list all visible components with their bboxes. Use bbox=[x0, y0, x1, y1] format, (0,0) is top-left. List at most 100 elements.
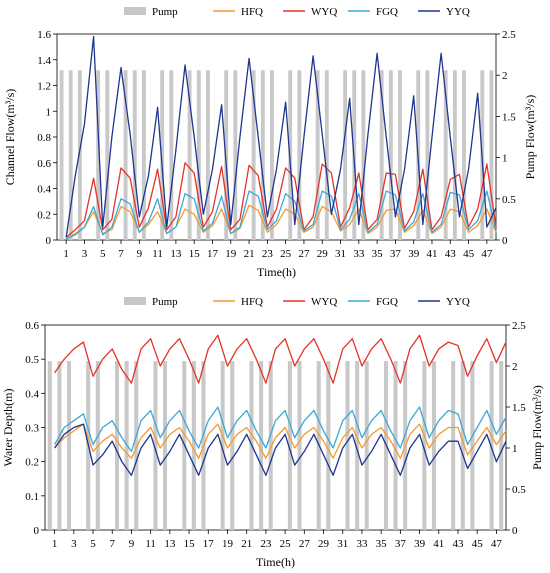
legend-item-fgq: FGQ bbox=[348, 6, 398, 18]
x-tick-label: 5 bbox=[90, 538, 96, 550]
pump-bar bbox=[398, 70, 402, 240]
legend-label: FGQ bbox=[376, 6, 398, 18]
pump-bar bbox=[297, 361, 302, 530]
y2-tick-label: 1 bbox=[502, 153, 508, 165]
pump-bar bbox=[59, 70, 64, 240]
legend-item-yyq: YYQ bbox=[418, 296, 470, 308]
x-tick-label: 13 bbox=[170, 248, 182, 260]
y2-tick-label: 2 bbox=[502, 70, 508, 82]
x-tick-label: 33 bbox=[356, 538, 368, 550]
y2-tick-label: 1.5 bbox=[502, 111, 516, 123]
pump-bar bbox=[499, 361, 504, 530]
pump-bar bbox=[443, 70, 448, 240]
y2-tick-label: 0.5 bbox=[502, 194, 516, 206]
series-line-hfq bbox=[65, 204, 497, 240]
legend-label: YYQ bbox=[446, 296, 470, 308]
x-tick-label: 1 bbox=[52, 538, 58, 550]
x-tick-label: 31 bbox=[337, 538, 348, 550]
legend-item-hfq: HFQ bbox=[213, 6, 263, 18]
y2-tick-label: 2.5 bbox=[502, 29, 516, 41]
series-line-yyq bbox=[65, 35, 497, 238]
pump-bar bbox=[230, 361, 235, 530]
y2-tick-label: 2.5 bbox=[512, 320, 526, 332]
pump-bar bbox=[270, 70, 274, 240]
pump-bar bbox=[251, 70, 256, 240]
pump-bar bbox=[470, 361, 475, 530]
pump-bar bbox=[57, 361, 62, 530]
plot-frame bbox=[44, 324, 507, 531]
x-tick-label: 9 bbox=[137, 248, 143, 260]
x-tick-label: 17 bbox=[203, 538, 215, 550]
pump-bar bbox=[153, 361, 158, 530]
legend-item-fgq: FGQ bbox=[348, 296, 398, 308]
pump-bar bbox=[169, 70, 174, 240]
channel-flow-chart: 00.20.40.60.811.21.41.600.511.522.51 3 5 7 9… bbox=[3, 6, 537, 279]
pump-bar bbox=[422, 361, 427, 530]
legend-label: FGQ bbox=[376, 296, 398, 308]
pump-bar bbox=[268, 361, 273, 530]
pump-bar bbox=[431, 361, 436, 530]
x-tick-label: 33 bbox=[353, 248, 365, 260]
x-tick-label: 9 bbox=[129, 538, 135, 550]
x-tick-label: 43 bbox=[445, 248, 457, 260]
pump-bar bbox=[343, 70, 348, 240]
legend-item-pump: Pump bbox=[124, 6, 178, 18]
pump-bar bbox=[132, 70, 137, 240]
x-tick-label: 19 bbox=[222, 538, 234, 550]
legend-label: YYQ bbox=[446, 6, 470, 18]
x-tick-label: 35 bbox=[376, 538, 388, 550]
pump-bar bbox=[425, 70, 430, 240]
series-line-fgq bbox=[65, 190, 497, 240]
pump-bar bbox=[105, 70, 110, 240]
pump-bar bbox=[191, 361, 196, 530]
pump-bar bbox=[224, 70, 229, 240]
pump-bar bbox=[287, 361, 292, 530]
x-tick-label: 29 bbox=[318, 538, 330, 550]
x-tick-label: 13 bbox=[164, 538, 176, 550]
y2-tick-label: 2 bbox=[512, 361, 518, 373]
x-tick-label: 3 bbox=[71, 538, 77, 550]
x-tick-label: 1 bbox=[63, 248, 69, 260]
x-tick-label: 25 bbox=[280, 538, 292, 550]
y-tick-label: 0.6 bbox=[25, 320, 39, 332]
pump-bar bbox=[379, 70, 384, 240]
pump-bar bbox=[393, 361, 398, 530]
pump-bar bbox=[141, 70, 146, 240]
x-tick-label: 43 bbox=[452, 538, 464, 550]
series-line-hfq bbox=[54, 423, 507, 459]
series-line-yyq bbox=[54, 423, 507, 476]
y2-tick-label: 1.5 bbox=[512, 402, 526, 414]
legend-item-wyq: WYQ bbox=[283, 296, 337, 308]
pump-bar bbox=[77, 70, 82, 240]
x-tick-label: 47 bbox=[481, 248, 493, 260]
pump-bar bbox=[345, 361, 350, 530]
series-line-wyq bbox=[54, 334, 507, 384]
x-axis-title: Time(h) bbox=[256, 555, 295, 569]
pump-bar bbox=[361, 70, 366, 240]
x-tick-label: 41 bbox=[426, 248, 437, 260]
y-tick-label: 0.6 bbox=[37, 158, 51, 170]
x-tick-label: 45 bbox=[472, 538, 484, 550]
x-tick-label: 21 bbox=[244, 248, 255, 260]
pump-bar bbox=[489, 361, 494, 530]
x-tick-label: 25 bbox=[280, 248, 292, 260]
y2-tick-label: 0 bbox=[512, 525, 518, 537]
x-tick-label: 23 bbox=[262, 248, 274, 260]
pump-bar bbox=[355, 361, 360, 530]
pump-bar bbox=[460, 361, 465, 530]
pump-bar bbox=[451, 361, 456, 530]
x-tick-label: 7 bbox=[118, 248, 124, 260]
pump-bar bbox=[187, 70, 192, 240]
y2-axis-title: Pump Flow(m³/s) bbox=[523, 95, 537, 180]
y-axis-title: Water Depth(m) bbox=[1, 388, 15, 466]
x-tick-label: 47 bbox=[491, 538, 503, 550]
x-tick-label: 27 bbox=[298, 248, 310, 260]
y-tick-label: 0 bbox=[46, 235, 52, 247]
pump-bar bbox=[326, 361, 331, 530]
pump-bar bbox=[123, 70, 128, 240]
x-tick-label: 31 bbox=[335, 248, 346, 260]
legend-label: WYQ bbox=[311, 6, 337, 18]
legend-item-yyq: YYQ bbox=[418, 6, 470, 18]
legend-label: HFQ bbox=[241, 6, 263, 18]
